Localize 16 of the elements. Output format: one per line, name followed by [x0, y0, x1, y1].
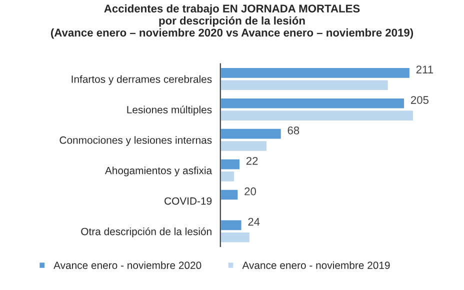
data-label: 24 [248, 218, 260, 226]
data-label: 205 [410, 96, 429, 104]
data-label: 22 [246, 156, 258, 165]
data-label: 68 [288, 126, 300, 134]
y-tick-label: Ahogamientos y asfixia [104, 166, 212, 176]
y-tick-label: Lesiones múltiples [127, 106, 212, 116]
bar [220, 188, 240, 202]
legend-label: Avance enero - noviembre 2019 [242, 261, 390, 270]
data-label: 211 [416, 66, 434, 74]
chart-title: Accidentes de trabajo EN JORNADA MORTALES por descripción de la lesión (Avance enero – noviembre 2020 vs Avance enero – noviembre 2019) [51, 4, 414, 39]
data-label: 20 [244, 187, 256, 196]
y-tick-label: Conmociones y lesiones internas [60, 136, 212, 146]
y-tick-label: COVID-19 [164, 197, 212, 205]
legend-label: Avance enero - noviembre 2020 [54, 261, 202, 270]
y-tick-label: Infartos y derrames cerebrales [72, 75, 212, 85]
y-tick-label: Otra descripción de la lesión [81, 227, 212, 238]
